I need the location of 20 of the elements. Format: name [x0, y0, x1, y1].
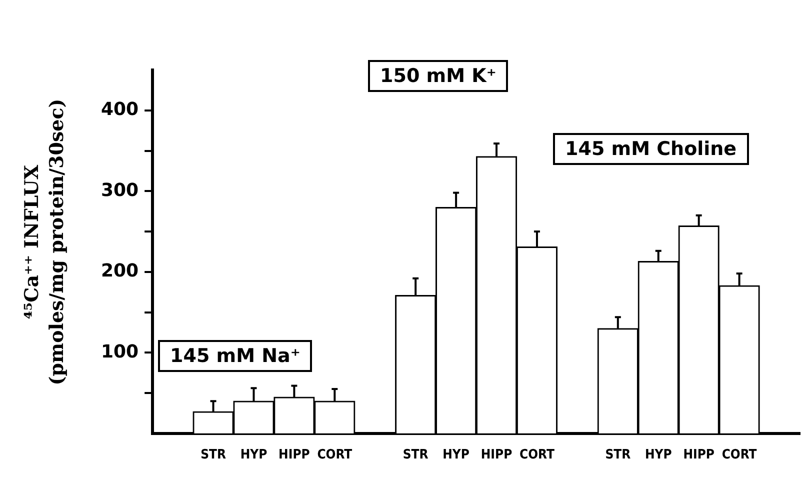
x-tick-label: HIPP — [683, 448, 715, 463]
x-tick-label: CORT — [722, 448, 757, 463]
y-axis-title: ⁴⁵Ca⁺⁺ INFLUX (pmoles/mg protein/30sec) — [20, 98, 69, 386]
x-tick-label: CORT — [317, 448, 352, 463]
y-tick-label: 200 — [100, 260, 139, 282]
x-tick-label: HIPP — [480, 448, 513, 463]
annotation: 145 mM Choline — [553, 133, 749, 165]
y-tick-label: 300 — [100, 180, 139, 201]
y-tick-label: 100 — [100, 341, 139, 362]
annotation: 145 mM Na⁺ — [158, 340, 312, 372]
x-tick-label: CORT — [520, 448, 554, 463]
x-tick-label: HYP — [644, 448, 672, 463]
x-tick-label: HYP — [240, 448, 268, 463]
x-tick-label: STR — [605, 448, 631, 463]
x-tick-label: HYP — [442, 448, 470, 463]
x-tick-label: HIPP — [278, 448, 310, 463]
annotation: 150 mM K⁺ — [368, 60, 508, 92]
x-tick-label: STR — [200, 448, 226, 463]
x-tick-label: STR — [402, 448, 428, 463]
y-tick-label: 400 — [100, 99, 139, 120]
